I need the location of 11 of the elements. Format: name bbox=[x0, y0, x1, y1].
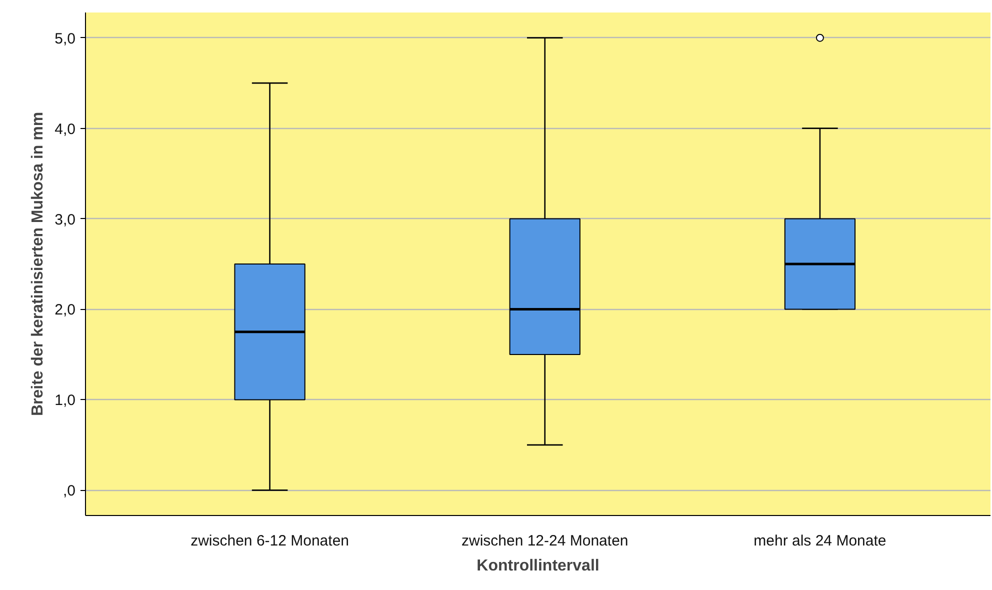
y-tick-label: 5,0 bbox=[54, 30, 76, 48]
x-tick-label: zwischen 6-12 Monaten bbox=[190, 532, 350, 550]
y-tick-label: 3,0 bbox=[54, 211, 76, 228]
x-axis-title: Kontrollintervall bbox=[476, 558, 600, 574]
y-tick-label: 4,0 bbox=[54, 120, 76, 138]
y-tick-label: 1,0 bbox=[54, 392, 76, 410]
y-axis-title: Breite der keratinisierten Mukosa in mm bbox=[30, 112, 47, 416]
y-tick-label: 2,0 bbox=[54, 302, 76, 319]
x-tick-label: zwischen 12-24 Monaten bbox=[461, 532, 628, 550]
x-tick-label: mehr als 24 Monate bbox=[754, 532, 886, 550]
y-tick-label: ,0 bbox=[62, 482, 76, 500]
